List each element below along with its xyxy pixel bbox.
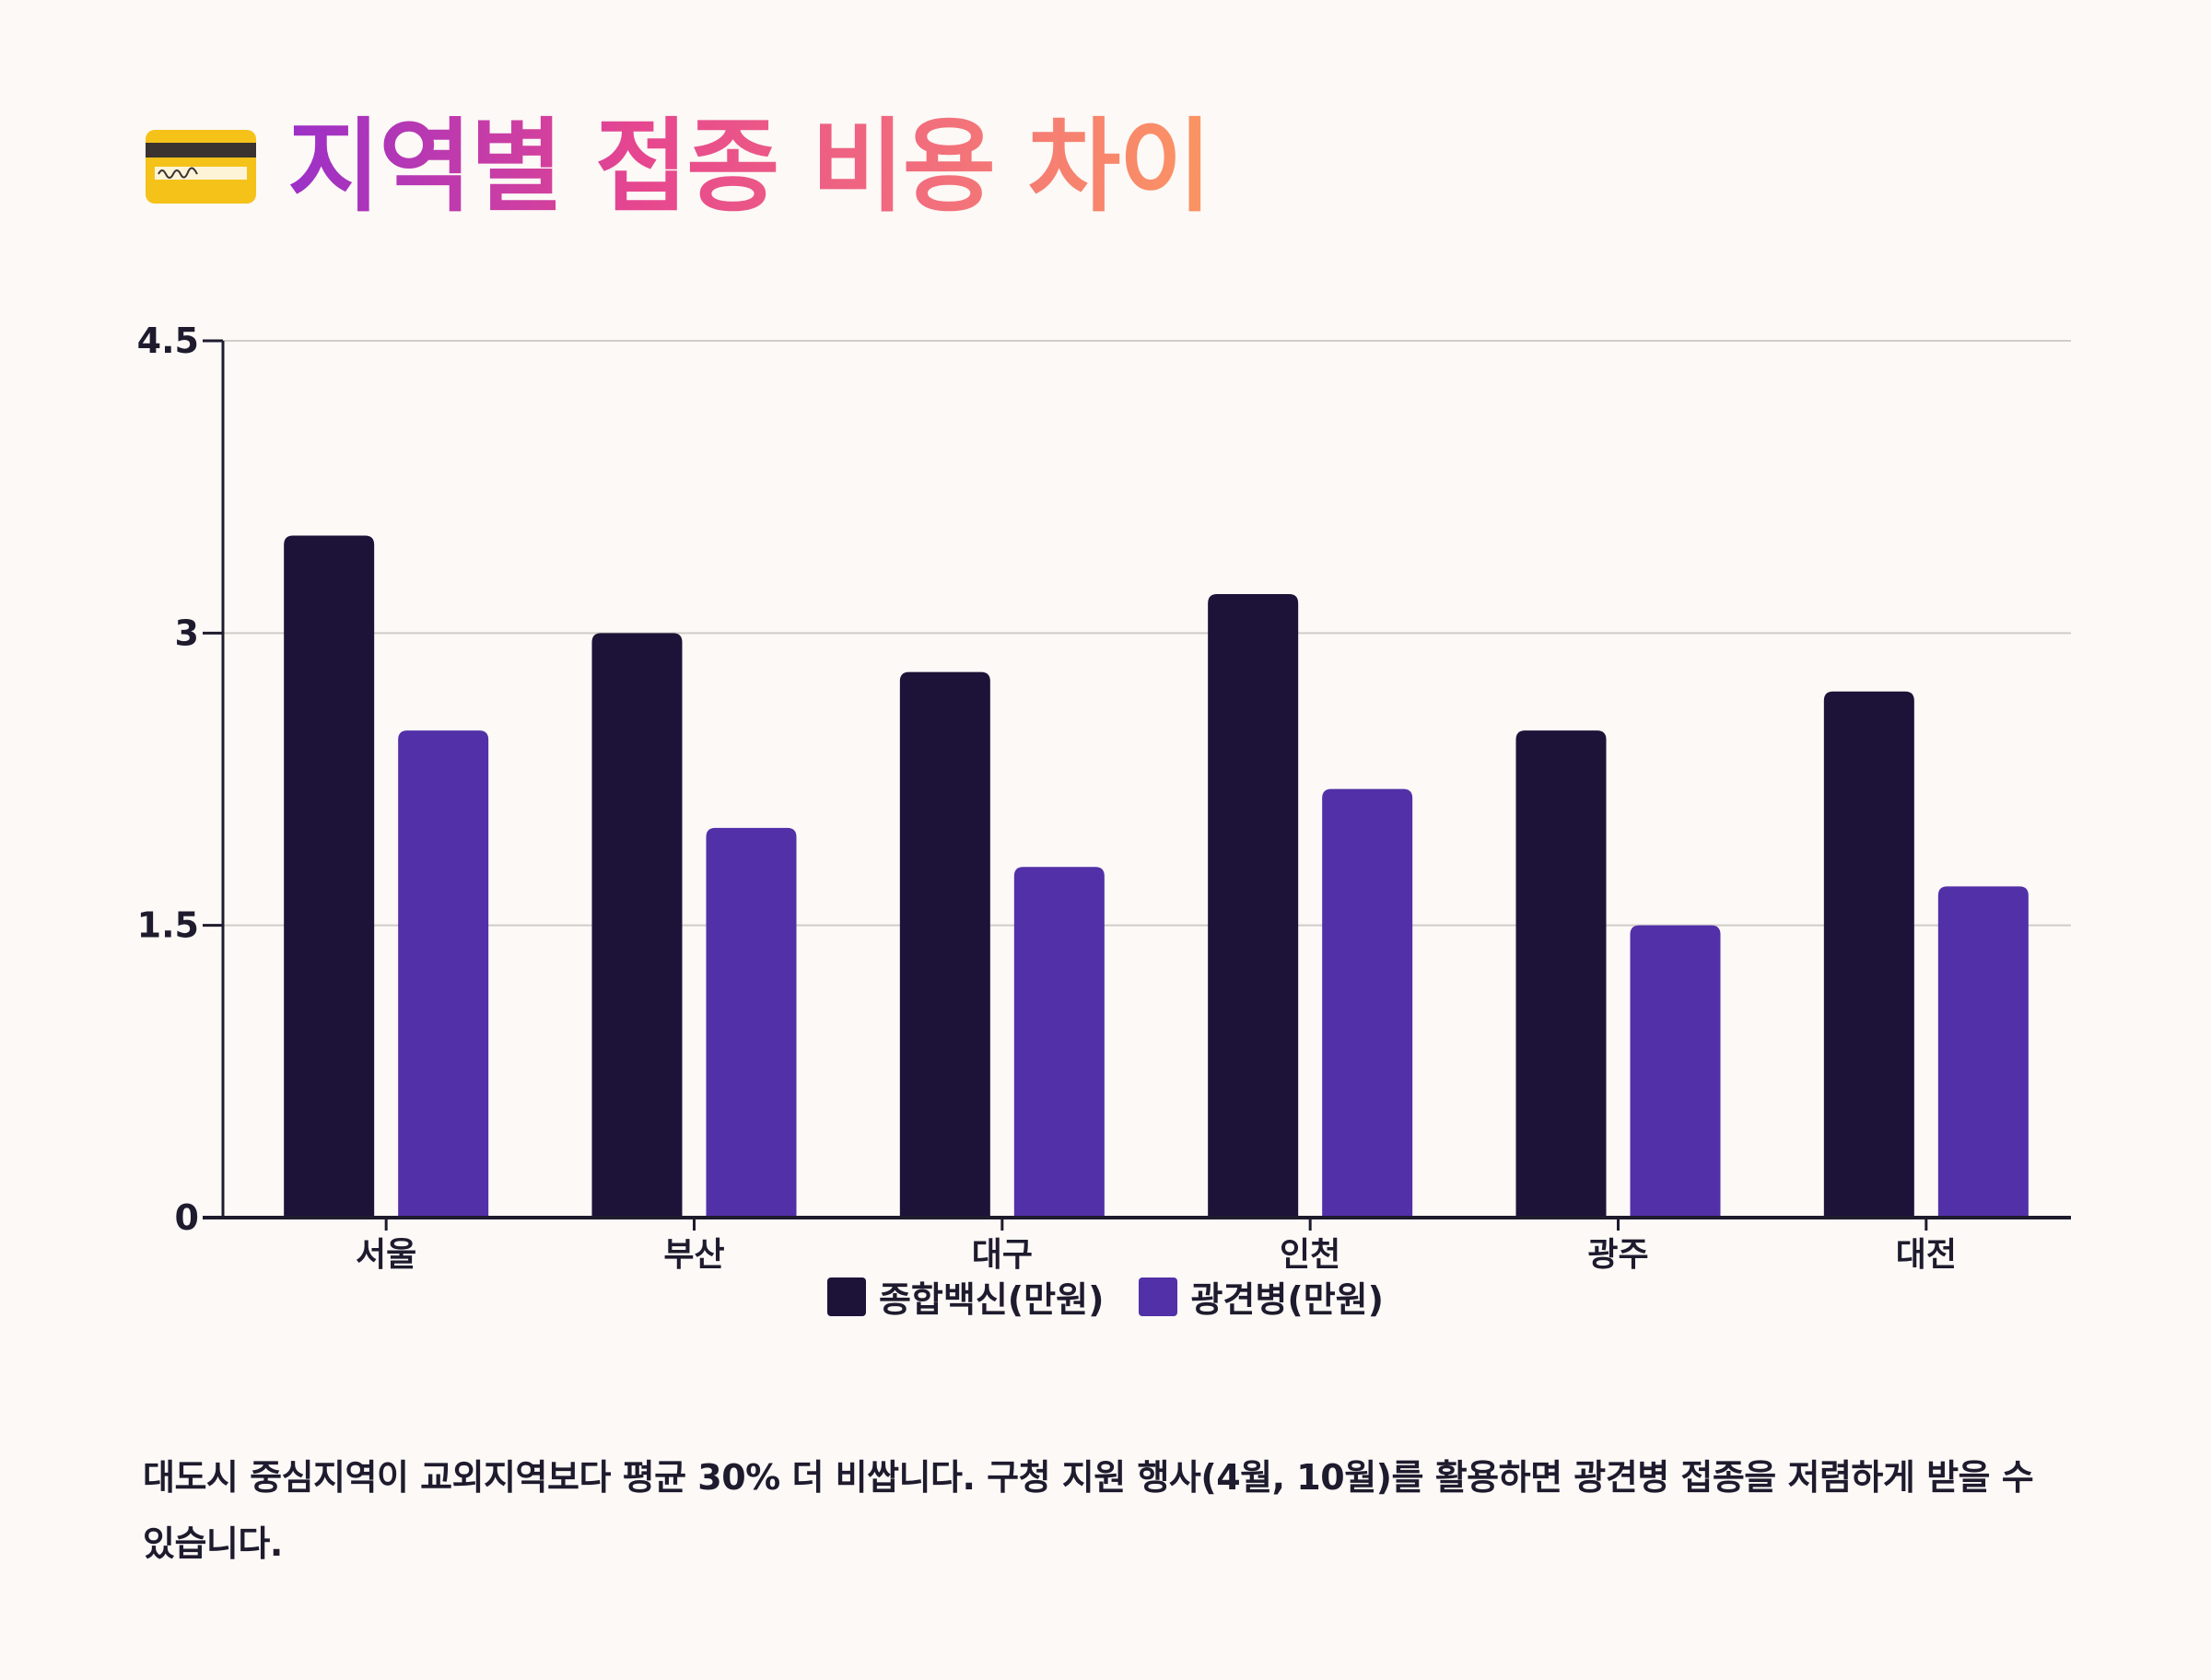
caption-text: 대도시 중심지역이 교외지역보다 평균 30% 더 비쌉니다. 구청 지원 행사… bbox=[143, 1457, 2034, 1564]
legend: 종합백신(만원) 광견병(만원) bbox=[0, 1271, 2211, 1322]
x-tick-label: 서울 bbox=[356, 1236, 416, 1274]
y-tick-label: 1.5 bbox=[137, 905, 199, 946]
x-tick-label: 인천 bbox=[1280, 1236, 1340, 1274]
bar-series-1-2 bbox=[899, 671, 990, 1218]
title-row: 지역별 접종 비용 차이 bbox=[146, 108, 1212, 226]
legend-swatch-series-1 bbox=[826, 1277, 866, 1316]
bar-series-2-3 bbox=[1322, 788, 1413, 1218]
legend-item-series-1[interactable]: 종합백신(만원) bbox=[826, 1271, 1105, 1322]
bar-series-1-5 bbox=[1823, 691, 1914, 1218]
credit-card-icon bbox=[146, 130, 256, 204]
y-tick-label: 3 bbox=[175, 612, 199, 653]
bar-series-2-2 bbox=[1013, 867, 1105, 1218]
y-tick-label: 4.5 bbox=[137, 321, 199, 361]
legend-swatch-series-2 bbox=[1139, 1277, 1178, 1316]
bar-series-1-4 bbox=[1515, 730, 1607, 1218]
bars bbox=[284, 535, 2029, 1218]
legend-item-series-2[interactable]: 광견병(만원) bbox=[1139, 1271, 1384, 1322]
bar-series-1-0 bbox=[284, 535, 375, 1218]
legend-label-series-2: 광견병(만원) bbox=[1190, 1279, 1385, 1320]
y-tick-label: 0 bbox=[175, 1197, 199, 1238]
bar-series-1-1 bbox=[591, 633, 683, 1218]
bar-series-2-0 bbox=[398, 730, 489, 1218]
bar-series-2-5 bbox=[1937, 886, 2029, 1218]
legend-label-series-1: 종합백신(만원) bbox=[878, 1279, 1105, 1320]
axes bbox=[203, 339, 2071, 1231]
x-tick-label: 광주 bbox=[1587, 1236, 1648, 1274]
x-tick-label: 대구 bbox=[972, 1236, 1033, 1274]
x-tick-label: 부산 bbox=[663, 1236, 724, 1274]
bar-series-2-1 bbox=[706, 827, 797, 1218]
axis-labels: 0 1.5 3 4.5 서울 부산 대구 인천 광주 대전 bbox=[137, 321, 1957, 1274]
x-tick-label: 대전 bbox=[1896, 1236, 1957, 1274]
grid-lines bbox=[223, 340, 2071, 927]
chart-title: 지역별 접종 비용 차이 bbox=[287, 108, 1212, 226]
bar-series-1-3 bbox=[1208, 594, 1299, 1218]
bar-series-2-4 bbox=[1630, 925, 1721, 1218]
